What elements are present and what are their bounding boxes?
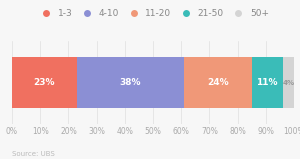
Bar <box>77 57 184 108</box>
Text: 24%: 24% <box>207 78 229 87</box>
Bar <box>12 57 77 108</box>
Legend: 1-3, 4-10, 11-20, 21-50, 50+: 1-3, 4-10, 11-20, 21-50, 50+ <box>34 6 272 22</box>
Text: 11%: 11% <box>256 78 278 87</box>
Bar <box>283 57 294 108</box>
Bar <box>184 57 252 108</box>
Text: 38%: 38% <box>120 78 141 87</box>
Text: 23%: 23% <box>34 78 55 87</box>
Bar <box>252 57 283 108</box>
Text: Source: UBS: Source: UBS <box>12 151 55 157</box>
Text: 4%: 4% <box>282 80 294 86</box>
